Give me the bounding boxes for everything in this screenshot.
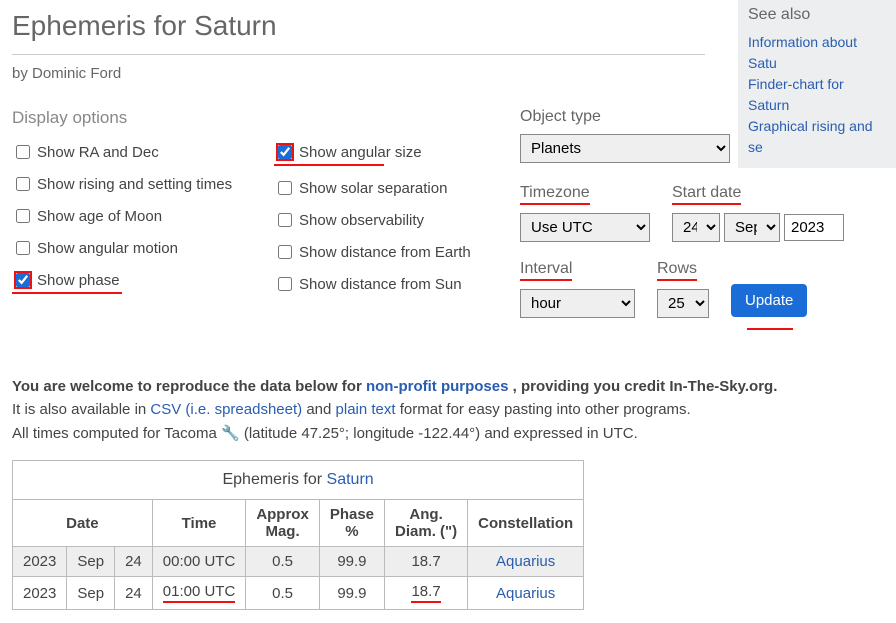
table-cell: 2023	[13, 547, 67, 577]
checkbox-row[interactable]: Show rising and setting times	[12, 174, 274, 194]
checkbox-label: Show distance from Sun	[299, 276, 462, 293]
table-cell: 01:00 UTC	[152, 577, 246, 610]
opt2-checkbox-0[interactable]	[278, 145, 292, 159]
saturn-link[interactable]: Saturn	[327, 471, 374, 488]
table-cell: 2023	[13, 577, 67, 610]
note-text: It is also available in	[12, 401, 150, 418]
checkbox-row[interactable]: Show solar separation	[274, 178, 471, 198]
opt1-checkbox-4[interactable]	[16, 273, 30, 287]
opt2-checkbox-4[interactable]	[278, 277, 292, 291]
rows-select[interactable]: 25	[657, 289, 709, 318]
checkbox-row[interactable]: Show age of Moon	[12, 206, 274, 226]
object-type-select[interactable]: Planets	[520, 134, 730, 163]
table-cell: Aquarius	[468, 577, 584, 610]
plain-text-link[interactable]: plain text	[336, 401, 396, 418]
start-year-input[interactable]	[784, 214, 844, 241]
display-options: Display options Show RA and Dec Show risi…	[12, 108, 520, 348]
table-cell: 18.7	[385, 577, 468, 610]
opt2-checkbox-3[interactable]	[278, 245, 292, 259]
page-title: Ephemeris for Saturn	[12, 10, 705, 55]
csv-link[interactable]: CSV (i.e. spreadsheet)	[150, 401, 302, 418]
constellation-link[interactable]: Aquarius	[496, 585, 555, 602]
checkbox-label: Show angular motion	[37, 240, 178, 257]
constellation-link[interactable]: Aquarius	[496, 553, 555, 570]
interval-label: Interval	[520, 260, 572, 281]
opt1-checkbox-2[interactable]	[16, 209, 30, 223]
table-header: Constellation	[468, 500, 584, 547]
update-underline	[747, 327, 793, 330]
checkbox-row[interactable]: Show angular size	[274, 142, 471, 162]
start-month-select[interactable]: Sep	[724, 213, 780, 242]
checkbox-row[interactable]: Show distance from Sun	[274, 274, 471, 294]
checkbox-row[interactable]: Show angular motion	[12, 238, 274, 258]
table-cell: 99.9	[319, 577, 384, 610]
opt1-checkbox-3[interactable]	[16, 241, 30, 255]
checkbox-row[interactable]: Show phase	[12, 270, 274, 290]
table-row: 2023Sep2400:00 UTC0.599.918.7 Aquarius	[13, 547, 584, 577]
table-header: Time	[152, 500, 246, 547]
start-date-label: Start date	[672, 184, 741, 205]
table-header: Phase%	[319, 500, 384, 547]
interval-select[interactable]: hour	[520, 289, 635, 318]
display-options-title: Display options	[12, 108, 520, 128]
table-caption: Ephemeris for Saturn	[12, 460, 584, 499]
opt1-checkbox-0[interactable]	[16, 145, 30, 159]
checkbox-row[interactable]: Show observability	[274, 210, 471, 230]
table-cell: 0.5	[246, 547, 320, 577]
checkbox-label: Show RA and Dec	[37, 144, 159, 161]
checkbox-label: Show age of Moon	[37, 208, 162, 225]
table-cell: 0.5	[246, 577, 320, 610]
table-header: Ang.Diam. (")	[385, 500, 468, 547]
table-cell: Sep	[67, 577, 115, 610]
table-cell: 24	[115, 547, 153, 577]
note-text: and	[302, 401, 335, 418]
table-header: ApproxMag.	[246, 500, 320, 547]
timezone-label: Timezone	[520, 184, 590, 205]
checkbox-label: Show distance from Earth	[299, 244, 471, 261]
checkbox-label: Show rising and setting times	[37, 176, 232, 193]
see-also-link[interactable]: Information about Satu	[748, 32, 886, 74]
note-text: All times computed for Tacoma	[12, 425, 221, 442]
rows-label: Rows	[657, 260, 697, 281]
see-also-title: See also	[748, 6, 886, 24]
checkbox-label: Show angular size	[299, 144, 422, 161]
opt2-checkbox-2[interactable]	[278, 213, 292, 227]
table-cell: Aquarius	[468, 547, 584, 577]
note-text: , providing you credit In-The-Sky.org.	[508, 378, 777, 395]
note-text: (latitude 47.25°; longitude -122.44°) an…	[240, 425, 638, 442]
wrench-icon[interactable]: 🔧	[221, 425, 240, 442]
opt2-checkbox-1[interactable]	[278, 181, 292, 195]
ephemeris-table: Ephemeris for Saturn Date Time ApproxMag…	[12, 460, 584, 610]
object-type-label: Object type	[520, 108, 730, 126]
start-day-select[interactable]: 24	[672, 213, 720, 242]
timezone-select[interactable]: Use UTC	[520, 213, 650, 242]
update-button[interactable]: Update	[731, 284, 807, 317]
notes: You are welcome to reproduce the data be…	[12, 378, 884, 442]
table-cell: 00:00 UTC	[152, 547, 246, 577]
note-text: format for easy pasting into other progr…	[396, 401, 691, 418]
table-cell: 99.9	[319, 547, 384, 577]
table-row: 2023Sep2401:00 UTC0.599.918.7 Aquarius	[13, 577, 584, 610]
see-also-link[interactable]: Graphical rising and se	[748, 116, 886, 158]
table-cell: Sep	[67, 547, 115, 577]
checkbox-row[interactable]: Show RA and Dec	[12, 142, 274, 162]
see-also-panel: See also Information about Satu Finder-c…	[738, 0, 896, 168]
red-underline	[274, 164, 384, 166]
non-profit-link[interactable]: non-profit purposes	[366, 378, 509, 395]
checkbox-label: Show observability	[299, 212, 424, 229]
red-underline	[12, 292, 122, 294]
note-text: You are welcome to reproduce the data be…	[12, 378, 366, 395]
see-also-link[interactable]: Finder-chart for Saturn	[748, 74, 886, 116]
table-cell: 24	[115, 577, 153, 610]
opt1-checkbox-1[interactable]	[16, 177, 30, 191]
table-cell: 18.7	[385, 547, 468, 577]
checkbox-row[interactable]: Show distance from Earth	[274, 242, 471, 262]
checkbox-label: Show solar separation	[299, 180, 447, 197]
table-header: Date	[13, 500, 153, 547]
checkbox-label: Show phase	[37, 272, 120, 289]
